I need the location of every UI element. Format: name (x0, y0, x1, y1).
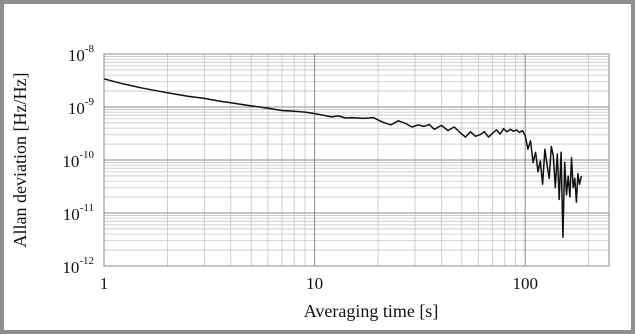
y-tick-exponent: -8 (85, 43, 95, 55)
y-tick-base: 10 (68, 46, 85, 65)
y-tick-exponent: -12 (79, 255, 94, 267)
y-tick-label: 10-12 (62, 255, 94, 277)
y-tick-label: 10-8 (68, 43, 95, 65)
y-tick-exponent: -10 (79, 149, 94, 161)
y-axis-label: Allan deviation [Hz/Hz] (10, 73, 30, 248)
series-layer (103, 78, 583, 238)
y-tick-base: 10 (62, 152, 79, 171)
allan-deviation-series-line (103, 78, 583, 238)
y-tick-label: 10-11 (63, 202, 94, 224)
y-tick-label: 10-10 (62, 149, 94, 171)
minor-grid (104, 54, 609, 266)
x-tick-label: 100 (512, 274, 538, 293)
y-tick-base: 10 (63, 205, 80, 224)
x-axis-label: Averaging time [s] (304, 301, 439, 321)
x-tick-label: 10 (306, 274, 323, 293)
y-tick-base: 10 (62, 258, 79, 277)
y-tick-exponent: -9 (85, 96, 95, 108)
y-tick-exponent: -11 (80, 202, 94, 214)
x-tick-labels: 1 10 100 (100, 274, 538, 293)
plot-area-border (103, 53, 610, 267)
y-tick-label: 10-9 (68, 96, 95, 118)
x-tick-label: 1 (100, 274, 109, 293)
y-tick-base: 10 (68, 99, 85, 118)
